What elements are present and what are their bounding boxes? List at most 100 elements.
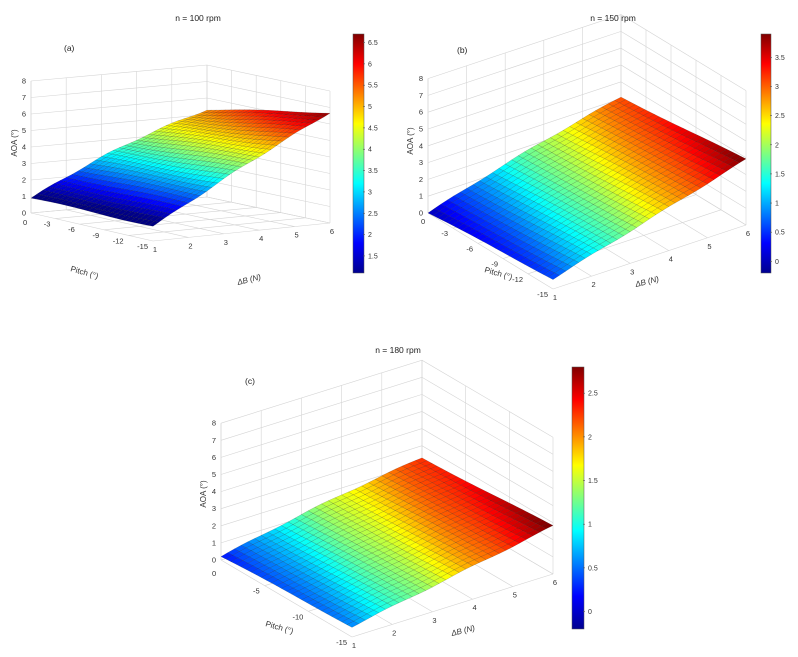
- grid-line: [427, 47, 747, 125]
- z-tick-label: 0: [212, 556, 216, 565]
- surface-patch: [171, 205, 183, 211]
- panel-c-xlabel: ΔB (N): [449, 623, 476, 638]
- panel-b-xlabel: ΔB (N): [633, 274, 660, 289]
- surface-patch: [573, 255, 586, 263]
- pitch-tick-label: -15: [537, 290, 548, 299]
- surface-patch: [507, 540, 520, 548]
- grid-line: [79, 207, 257, 225]
- grid-line: [104, 212, 281, 231]
- panel-a-colorbar-bar: [352, 33, 365, 274]
- surface-patch: [554, 268, 567, 276]
- b-tick-label: 6: [746, 229, 750, 238]
- z-tick-label: 1: [419, 192, 423, 201]
- colorbar-tick-label: 1.5: [368, 253, 378, 260]
- panel-c-b-ticks: 1 2 3 4 5 6: [352, 578, 557, 650]
- panel-b-colorbar-ticks: 0 0.5 1 1.5 2 2.5 3 3.5: [770, 55, 785, 266]
- b-tick-label: 6: [330, 227, 334, 236]
- surface-patch: [259, 148, 272, 154]
- surface-patch: [708, 172, 721, 180]
- colorbar-tick-label: 2.5: [368, 211, 378, 218]
- surface-patch: [359, 613, 373, 621]
- b-tick-label: 1: [352, 641, 356, 650]
- surface-patch: [644, 211, 657, 220]
- panel-b-title: n = 150 rpm: [590, 13, 636, 23]
- surface-patch: [657, 203, 670, 211]
- colorbar-tick-label: 2: [775, 142, 779, 149]
- z-tick-label: 0: [22, 209, 26, 218]
- z-tick-label: 5: [212, 470, 216, 479]
- z-tick-label: 7: [212, 436, 216, 445]
- surface-patch: [500, 543, 514, 551]
- surface-patch: [670, 196, 683, 204]
- b-tick-label: 3: [432, 616, 436, 625]
- panel-c-zlabel: AOA (°): [199, 480, 208, 508]
- surface-patch: [560, 264, 573, 272]
- colorbar-tick-label: 0.5: [588, 565, 598, 572]
- panel-b: n = 150 rpm (b) AOA (°) Pitch (°) ΔB (N)…: [406, 13, 785, 302]
- grid-line: [220, 376, 554, 455]
- b-tick-label: 2: [188, 241, 192, 250]
- surface-patch: [218, 173, 231, 179]
- surface-patch: [689, 185, 702, 193]
- surface-patch: [393, 596, 406, 604]
- z-tick-label: 2: [22, 176, 26, 185]
- b-tick-label: 3: [224, 238, 228, 247]
- z-tick-label: 5: [22, 126, 26, 135]
- surface-patch: [346, 621, 360, 628]
- panel-c-colorbar: 0 0.5 1 1.5 2 2.5: [571, 366, 598, 630]
- z-tick-label: 3: [419, 158, 423, 167]
- panel-a-colorbar-ticks: 1.5 2 2.5 3 3.5 4 4.5 5 5.5 6 6.5: [363, 40, 378, 260]
- surface-patch: [618, 229, 631, 236]
- z-tick-label: 2: [212, 521, 216, 530]
- b-tick-label: 1: [553, 293, 557, 302]
- panel-a-b-ticks: 1 2 3 4 5 6: [153, 227, 334, 254]
- panel-b-zlabel: AOA (°): [406, 127, 415, 155]
- colorbar-tick-label: 6: [368, 61, 372, 68]
- panel-b-colorbar: 0 0.5 1 1.5 2 2.5 3 3.5: [760, 33, 785, 274]
- surface-patch: [592, 244, 605, 251]
- b-tick-label: 3: [630, 267, 634, 276]
- panel-b-b-ticks: 1 2 3 4 5 6: [553, 229, 750, 302]
- colorbar-tick-label: 1: [775, 201, 779, 208]
- z-tick-label: 6: [22, 110, 26, 119]
- grid-line: [552, 224, 747, 290]
- surface-patch: [663, 200, 676, 207]
- surface-patch: [153, 216, 166, 223]
- colorbar-tick-label: 2.5: [588, 391, 598, 398]
- z-tick-label: 7: [22, 93, 26, 102]
- surface-patch: [373, 606, 386, 614]
- surface-patch: [721, 164, 734, 172]
- panel-c-pitch-zero-label: 0: [212, 569, 216, 578]
- surface-patch: [224, 169, 237, 175]
- grid-line: [30, 64, 331, 92]
- grid-line: [128, 217, 306, 236]
- b-tick-label: 1: [153, 245, 157, 254]
- colorbar-tick-label: 0: [588, 609, 592, 616]
- panel-c-ylabel: Pitch (°): [264, 619, 294, 636]
- surface-patch: [440, 573, 453, 581]
- pitch-tick-label: -5: [253, 587, 260, 596]
- grid-line: [427, 14, 747, 91]
- pitch-tick-label: -12: [113, 236, 124, 245]
- colorbar-tick-label: 3: [775, 84, 779, 91]
- colorbar-tick-label: 1.5: [775, 171, 785, 178]
- panel-c-title: n = 180 rpm: [375, 345, 421, 355]
- surface-patch: [480, 553, 494, 560]
- z-tick-label: 3: [212, 504, 216, 513]
- colorbar-tick-label: 1: [588, 522, 592, 529]
- grid-line: [206, 196, 331, 224]
- colorbar-tick-label: 5.5: [368, 83, 378, 90]
- panel-a-zlabel: AOA (°): [10, 129, 19, 157]
- panel-a-pitch-ticks: -3 -6 -9 -12 -15: [44, 220, 148, 251]
- grid-line: [220, 359, 554, 438]
- surface-patch: [460, 562, 473, 570]
- surface-patch: [277, 136, 290, 142]
- b-tick-label: 4: [473, 603, 477, 612]
- panel-c-surface: [220, 457, 554, 628]
- panel-a-label: (a): [64, 43, 75, 53]
- z-tick-label: 4: [419, 141, 423, 150]
- surface-patch: [637, 216, 650, 224]
- z-tick-label: 8: [212, 419, 216, 428]
- pitch-tick-label: -6: [68, 225, 75, 234]
- panel-c-z-ticks: 0 1 2 3 4 5 6 7 8: [212, 419, 216, 565]
